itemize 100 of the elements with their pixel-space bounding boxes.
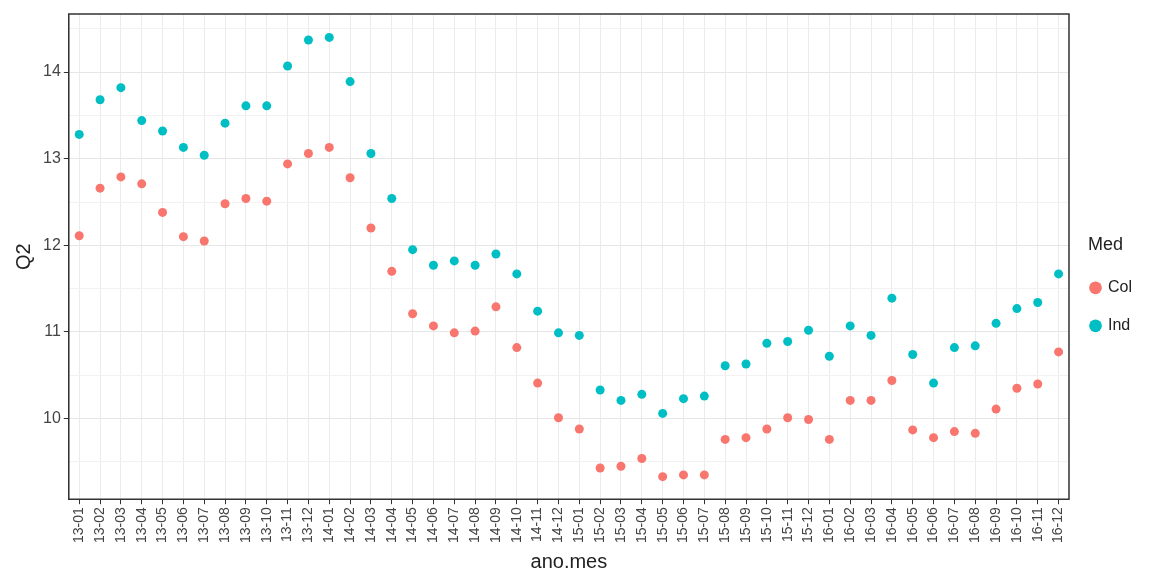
point: [574, 330, 584, 340]
point: [908, 425, 918, 435]
x-tick-label: 14-03: [361, 506, 378, 544]
x-tick-label: 15-07: [695, 506, 712, 544]
point: [303, 148, 313, 158]
point: [741, 359, 751, 369]
x-tick-label: 14-04: [382, 506, 399, 544]
legend-title: Med: [1087, 234, 1123, 255]
point: [929, 378, 939, 388]
point: [283, 159, 293, 169]
point: [1033, 298, 1043, 308]
point: [95, 95, 105, 105]
x-tick-label: 16-06: [924, 506, 941, 544]
point: [449, 256, 459, 266]
point: [533, 306, 543, 316]
point: [345, 77, 355, 87]
point: [428, 321, 438, 331]
y-tick-label: 14: [43, 62, 61, 80]
point: [262, 101, 272, 111]
y-tick-label: 10: [43, 409, 61, 427]
point: [616, 395, 626, 405]
x-tick-label: 16-12: [1049, 506, 1066, 544]
x-tick-label: 13-04: [132, 506, 149, 544]
point: [658, 408, 668, 418]
x-tick-label: 13-02: [90, 506, 107, 544]
point: [949, 343, 959, 353]
x-tick-label: 14-12: [549, 506, 566, 544]
point: [824, 434, 834, 444]
point: [887, 293, 897, 303]
point: [720, 434, 730, 444]
x-tick-label: 15-11: [778, 506, 795, 542]
point: [116, 83, 126, 93]
x-tick-label: 16-05: [903, 506, 920, 544]
point: [158, 207, 168, 217]
x-tick-label: 13-11: [278, 506, 295, 542]
point: [303, 35, 313, 45]
point: [991, 318, 1001, 328]
y-tick-label: 12: [43, 235, 61, 253]
x-tick-label: 15-05: [653, 506, 670, 544]
point: [783, 337, 793, 347]
point: [595, 463, 605, 473]
x-tick-label: 13-07: [195, 506, 212, 544]
point: [845, 395, 855, 405]
point: [220, 118, 230, 128]
x-tick-label: 16-11: [1028, 506, 1045, 542]
point: [241, 194, 251, 204]
x-tick-label: 13-09: [236, 506, 253, 544]
point: [199, 150, 209, 160]
point: [679, 470, 688, 480]
point: [1033, 379, 1043, 389]
point: [324, 142, 334, 152]
x-tick-label: 13-12: [299, 506, 316, 544]
point: [74, 231, 84, 241]
x-tick-label: 16-07: [945, 506, 962, 544]
point: [762, 338, 772, 348]
x-tick-label: 15-04: [632, 506, 649, 544]
point: [679, 394, 688, 404]
x-tick-label: 15-10: [757, 506, 774, 544]
x-tick-label: 13-01: [70, 506, 87, 544]
legend-label: Ind: [1107, 316, 1131, 334]
point: [324, 32, 334, 42]
point: [637, 453, 647, 463]
x-tick-label: 16-03: [861, 506, 878, 544]
point: [824, 351, 834, 361]
point: [366, 148, 376, 158]
point: [491, 249, 501, 259]
point: [533, 378, 543, 388]
point: [470, 326, 480, 336]
x-tick-label: 14-11: [528, 506, 545, 542]
point: [283, 61, 293, 71]
point: [804, 414, 814, 424]
point: [116, 172, 126, 182]
point: [553, 328, 563, 338]
point: [1012, 383, 1022, 393]
point: [741, 433, 751, 443]
point: [970, 428, 980, 438]
x-tick-label: 14-10: [507, 506, 524, 544]
x-tick-label: 16-02: [841, 506, 858, 544]
x-tick-label: 15-02: [591, 506, 608, 544]
x-tick-label: 16-01: [820, 506, 837, 544]
x-tick-label: 15-03: [611, 506, 628, 544]
point: [658, 472, 668, 482]
point: [1012, 304, 1022, 314]
point: [595, 385, 605, 395]
point: [408, 309, 418, 319]
point: [366, 223, 376, 233]
point: [95, 183, 105, 193]
y-tick-label: 11: [44, 322, 61, 340]
point: [845, 321, 855, 331]
x-tick-label: 13-10: [257, 506, 274, 544]
x-tick-label: 14-06: [424, 506, 441, 544]
x-tick-label: 15-08: [716, 506, 733, 544]
x-tick-label: 14-05: [403, 506, 420, 544]
point: [699, 391, 709, 401]
point: [137, 116, 147, 126]
point: [408, 245, 418, 255]
point: [158, 126, 168, 136]
x-tick-label: 15-01: [570, 506, 587, 544]
x-tick-label: 16-10: [1007, 506, 1024, 544]
x-tick-label: 15-09: [736, 506, 753, 544]
